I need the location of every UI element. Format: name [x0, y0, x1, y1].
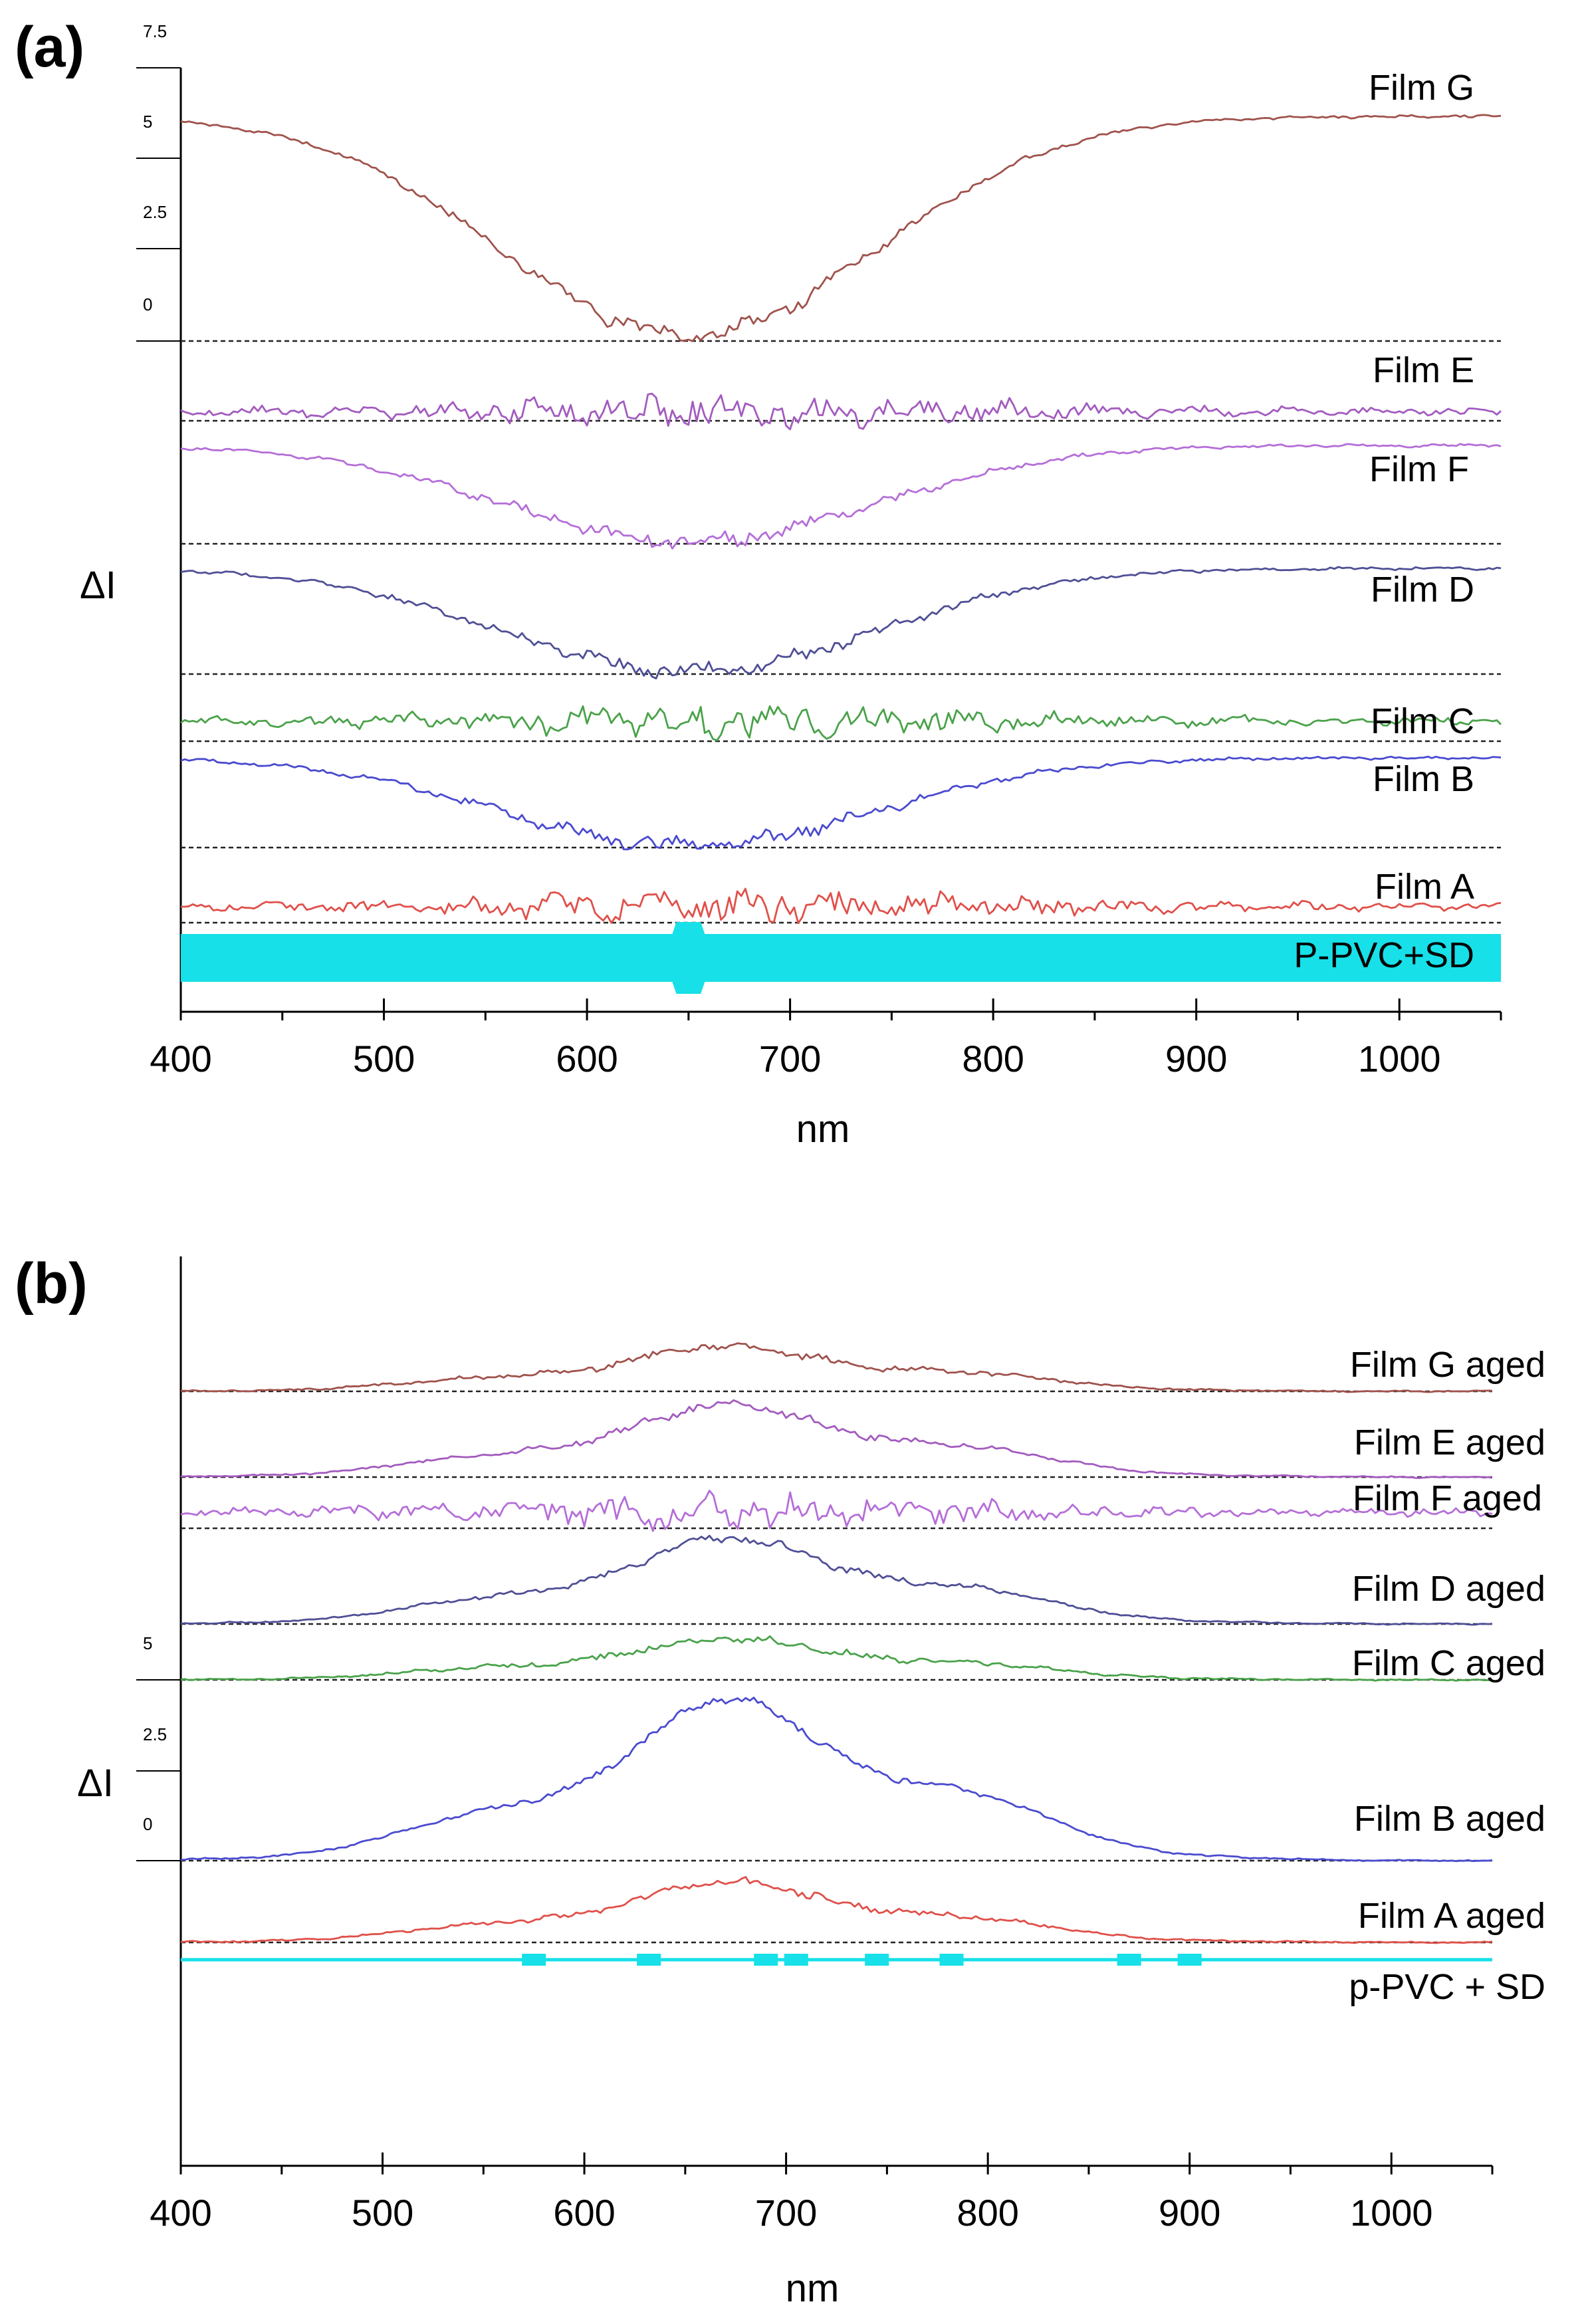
series-line [180, 887, 1502, 925]
panel-a-ytick-label: 2.5 [143, 202, 167, 222]
panel-a-ylabel: ΔI [80, 564, 116, 607]
panel-b-ytick-label: 5 [143, 1633, 152, 1653]
panel-a-label: (a) [15, 15, 84, 79]
series-line [181, 1342, 1493, 1393]
series-label: P-PVC+SD [1294, 935, 1474, 975]
panel-a-xlabel: nm [796, 1107, 850, 1151]
panel-b-xtick-label: 500 [352, 2192, 413, 2234]
series-line [180, 755, 1502, 851]
series-film-g-aged: Film G aged [181, 1342, 1545, 1393]
series-line [180, 1635, 1493, 1682]
series-marker [754, 1954, 778, 1966]
series-marker [1177, 1954, 1202, 1966]
series-marker [522, 1954, 546, 1966]
series-line [180, 1490, 1493, 1532]
series-label: Film F aged [1353, 1478, 1542, 1518]
series-line [180, 114, 1502, 342]
panel-b-xtick-label: 900 [1159, 2192, 1220, 2234]
series-line [180, 392, 1502, 431]
panel-a-xtick-label: 600 [556, 1038, 618, 1080]
series-film-f-aged: Film F aged [180, 1478, 1542, 1532]
series-p-pvc-sd: p-PVC + SD [181, 1954, 1545, 2007]
panel-a-xtick-label: 800 [962, 1038, 1024, 1080]
series-label: Film G [1369, 68, 1474, 108]
panel-b: (b) 0 2.5 5 400 500 600 700 800 900 1000 Film G … [15, 1252, 1545, 2310]
series-label: Film D aged [1352, 1569, 1545, 1609]
panel-a-ytick-label: 0 [143, 294, 152, 314]
series-marker [865, 1954, 889, 1966]
series-film-d-aged: Film D aged [180, 1534, 1545, 1626]
series-label: Film B [1373, 759, 1474, 799]
series-film-b: Film B [180, 755, 1502, 851]
series-line [180, 1534, 1493, 1626]
series-label: Film A aged [1358, 1896, 1545, 1936]
series-line [180, 566, 1502, 679]
panel-a: (a) 0 2.5 5 7.5 400 500 600 700 800 900 1000 Film… [15, 15, 1502, 1151]
series-film-a: Film A [180, 867, 1502, 925]
panel-b-xtick-label: 1000 [1350, 2192, 1433, 2234]
series-line [180, 1876, 1493, 1944]
series-line [181, 1696, 1493, 1863]
panel-a-ytick-label: 5 [143, 112, 152, 132]
series-film-d: Film D [180, 566, 1502, 679]
panel-b-xlabel: nm [786, 2267, 840, 2310]
panel-a-xtick-label: 700 [759, 1038, 821, 1080]
series-line [180, 1399, 1493, 1479]
panel-b-ytick-label: 2.5 [143, 1724, 167, 1744]
series-line [180, 443, 1502, 550]
panel-b-label: (b) [15, 1252, 88, 1316]
panel-b-xtick-label: 700 [755, 2192, 817, 2234]
series-label: p-PVC + SD [1349, 1967, 1545, 2007]
series-label: Film D [1371, 570, 1474, 610]
series-film-c-aged: Film C aged [180, 1635, 1545, 1683]
panel-a-xtick-label: 400 [150, 1038, 211, 1080]
series-film-g: Film G [180, 68, 1502, 342]
series-label: Film A [1375, 867, 1474, 907]
panel-a-xtick-label: 900 [1165, 1038, 1227, 1080]
panel-a-xtick-label: 1000 [1358, 1038, 1441, 1080]
series-marker [939, 1954, 964, 1966]
series-film-b-aged: Film B aged [181, 1696, 1545, 1863]
series-label: Film C [1371, 701, 1474, 741]
panel-a-ytick-label: 7.5 [143, 21, 167, 41]
series-p-pvc-sd: P-PVC+SD [181, 922, 1501, 994]
series-line [180, 705, 1502, 742]
series-label: Film E [1373, 350, 1474, 390]
series-label: Film C aged [1352, 1643, 1545, 1683]
series-label: Film B aged [1354, 1799, 1545, 1839]
panel-a-xtick-label: 500 [353, 1038, 415, 1080]
panel-b-ytick-label: 0 [143, 1814, 152, 1834]
panel-b-ylabel: ΔI [77, 1762, 114, 1805]
series-label: Film F [1369, 449, 1469, 489]
panel-b-xtick-label: 400 [150, 2192, 211, 2234]
panel-b-xtick-label: 600 [553, 2192, 615, 2234]
series-film-c: Film C [180, 701, 1502, 743]
series-film-e: Film E [180, 350, 1502, 431]
series-label: Film G aged [1350, 1345, 1545, 1385]
series-label: Film E aged [1354, 1423, 1545, 1462]
series-film-e-aged: Film E aged [180, 1399, 1545, 1479]
series-marker [1117, 1954, 1141, 1966]
series-film-a-aged: Film A aged [180, 1876, 1545, 1944]
panel-b-xtick-label: 800 [957, 2192, 1018, 2234]
series-marker [637, 1954, 661, 1966]
series-film-f: Film F [180, 443, 1502, 550]
series-marker [784, 1954, 808, 1966]
series-band [181, 922, 1501, 994]
